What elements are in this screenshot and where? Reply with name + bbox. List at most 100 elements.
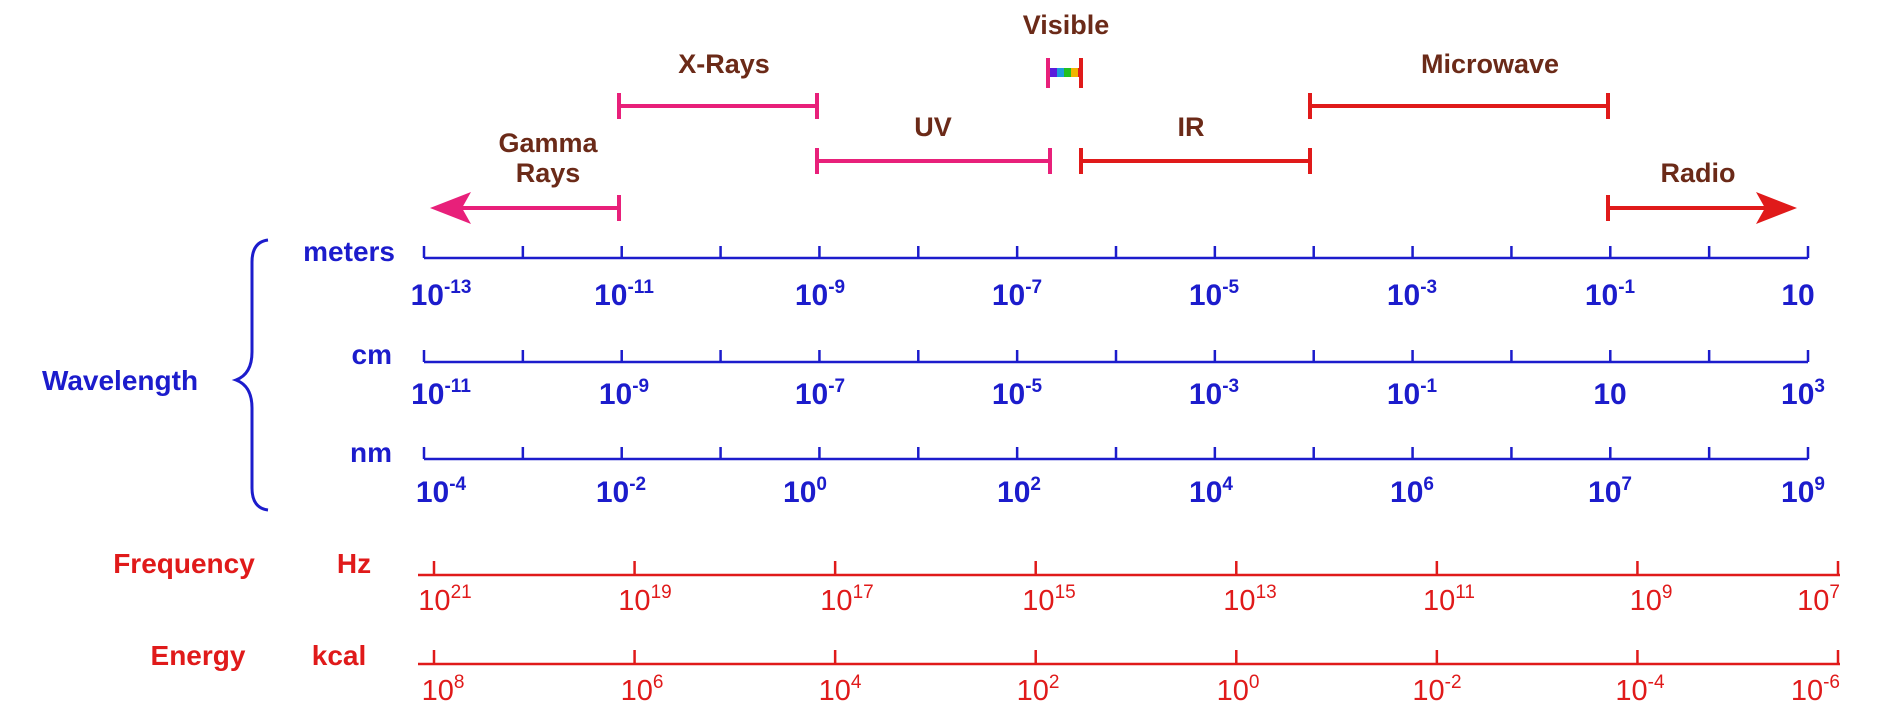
labels-meters-label: 10-3 xyxy=(1387,277,1437,312)
tick-label-exponent: 2 xyxy=(1030,474,1041,495)
tick-label-exponent: 7 xyxy=(1621,474,1632,495)
labels-cm-label: 10 xyxy=(1593,378,1626,411)
meters-axis: meters 10-13 10-11 10-9 10-7 10-5 10-3 10-1 10 xyxy=(303,236,1815,312)
tick-label-exponent: 2 xyxy=(1049,672,1060,693)
tick-label-base: 10 xyxy=(422,675,454,705)
labels-meters-label: 10-13 xyxy=(411,277,472,312)
tick-label-exponent: 15 xyxy=(1055,582,1076,603)
uv-label: UV xyxy=(914,112,952,142)
visible-violet-swatch xyxy=(1050,68,1057,77)
labels-meters-label: 10-5 xyxy=(1189,277,1240,312)
labels-cm-label: 10-1 xyxy=(1387,376,1438,411)
radio-band: Radio xyxy=(1606,158,1797,224)
labels-nm-label: 102 xyxy=(997,474,1041,509)
cm-axis-labels: 10-11 10-9 10-7 10-5 10-3 10-1 10 103 xyxy=(411,376,1825,411)
tick-label-base: 10 xyxy=(795,378,828,411)
microwave-label: Microwave xyxy=(1421,49,1559,79)
tick-label-exponent: -2 xyxy=(629,474,646,495)
tick-label-base: 10 xyxy=(1223,585,1255,617)
tick-label-exponent: -7 xyxy=(828,376,845,397)
tick-label-exponent: 7 xyxy=(1829,582,1840,603)
labels-cm-label: 10-5 xyxy=(992,376,1043,411)
tick-label-base: 10 xyxy=(1390,476,1423,509)
energy-axis-ticks xyxy=(432,650,1840,664)
tick-label-exponent: -13 xyxy=(444,277,471,298)
frequency-title: Frequency xyxy=(113,548,255,579)
tick-label-base: 10 xyxy=(416,476,449,509)
tick-label-exponent: 3 xyxy=(1814,376,1825,397)
labels-freq-label: 1021 xyxy=(418,582,471,617)
labels-cm-label: 10-9 xyxy=(599,376,649,411)
tick-label-base: 10 xyxy=(596,476,629,509)
tick-label-base: 10 xyxy=(1387,279,1420,312)
tick-label-base: 10 xyxy=(992,279,1025,312)
tick-label-base: 10 xyxy=(1630,585,1662,617)
tick-label-base: 10 xyxy=(599,378,632,411)
tick-label-exponent: -11 xyxy=(627,277,654,298)
labels-nm-label: 100 xyxy=(783,474,827,509)
wavelength-title: Wavelength xyxy=(42,365,198,396)
tick-label-base: 10 xyxy=(1189,279,1222,312)
labels-freq-label: 1013 xyxy=(1223,582,1276,617)
tick-label-base: 10 xyxy=(411,378,444,411)
labels-energy-label: 10-2 xyxy=(1412,672,1461,705)
gamma-rays-label-line1: Gamma xyxy=(498,128,598,158)
labels-cm-label: 10-3 xyxy=(1189,376,1239,411)
radio-right-arrow-icon xyxy=(1756,192,1797,224)
tick-label-base: 10 xyxy=(418,585,450,617)
tick-label-base: 10 xyxy=(1585,279,1618,312)
labels-freq-label: 1019 xyxy=(618,582,671,617)
tick-label-base: 10 xyxy=(1791,675,1823,705)
labels-meters-label: 10-11 xyxy=(594,277,654,312)
labels-energy-label: 104 xyxy=(819,672,862,705)
labels-meters-label: 10-7 xyxy=(992,277,1042,312)
tick-label-exponent: -4 xyxy=(449,474,466,495)
x-rays-band: X-Rays xyxy=(617,49,819,119)
ir-band: IR xyxy=(1079,112,1312,174)
tick-label-exponent: -7 xyxy=(1025,277,1042,298)
tick-label-base: 10 xyxy=(997,476,1030,509)
gamma-rays-left-arrow-icon xyxy=(430,192,471,224)
tick-label-exponent: 6 xyxy=(1423,474,1434,495)
cm-axis-ticks xyxy=(422,350,1810,362)
tick-label-exponent: -5 xyxy=(1025,376,1042,397)
tick-label-exponent: 11 xyxy=(1455,582,1475,603)
tick-label-base: 10 xyxy=(411,279,444,312)
labels-energy-label: 10-4 xyxy=(1615,672,1665,705)
tick-label-exponent: 9 xyxy=(1662,582,1673,603)
cm-unit-label: cm xyxy=(352,339,392,370)
tick-label-base: 10 xyxy=(1423,585,1455,617)
tick-label-base: 10 xyxy=(594,279,627,312)
tick-label-base: 10 xyxy=(1781,279,1814,312)
tick-label-exponent: -3 xyxy=(1420,277,1437,298)
labels-nm-label: 106 xyxy=(1390,474,1434,509)
tick-label-exponent: 0 xyxy=(816,474,827,495)
tick-label-exponent: 9 xyxy=(1814,474,1825,495)
microwave-band: Microwave xyxy=(1308,49,1610,119)
tick-label-exponent: 4 xyxy=(1222,474,1233,495)
tick-label-base: 10 xyxy=(621,675,653,705)
tick-label-exponent: -9 xyxy=(828,277,845,298)
tick-label-exponent: 17 xyxy=(853,582,874,603)
gamma-rays-label-line2: Rays xyxy=(516,158,581,188)
tick-label-base: 10 xyxy=(795,279,828,312)
labels-energy-label: 10-6 xyxy=(1791,672,1840,705)
labels-cm-label: 103 xyxy=(1781,376,1825,411)
radio-label: Radio xyxy=(1660,158,1735,188)
labels-energy-label: 106 xyxy=(621,672,664,705)
visible-yellow-swatch xyxy=(1071,68,1078,77)
gamma-rays-band: Gamma Rays xyxy=(430,128,621,224)
uv-band: UV xyxy=(815,112,1052,174)
labels-nm-label: 109 xyxy=(1781,474,1825,509)
labels-freq-label: 1015 xyxy=(1022,582,1075,617)
labels-freq-label: 107 xyxy=(1797,582,1840,617)
labels-freq-label: 109 xyxy=(1630,582,1673,617)
frequency-axis: Frequency Hz 1021 1019 1017 1015 1013 1011 109… xyxy=(113,548,1840,617)
meters-unit-label: meters xyxy=(303,236,395,267)
tick-label-exponent: 6 xyxy=(653,672,664,693)
tick-label-exponent: 4 xyxy=(851,672,862,693)
labels-meters-label: 10 xyxy=(1781,279,1814,312)
labels-freq-label: 1011 xyxy=(1423,582,1475,617)
tick-label-base: 10 xyxy=(1189,378,1222,411)
tick-label-base: 10 xyxy=(820,585,852,617)
